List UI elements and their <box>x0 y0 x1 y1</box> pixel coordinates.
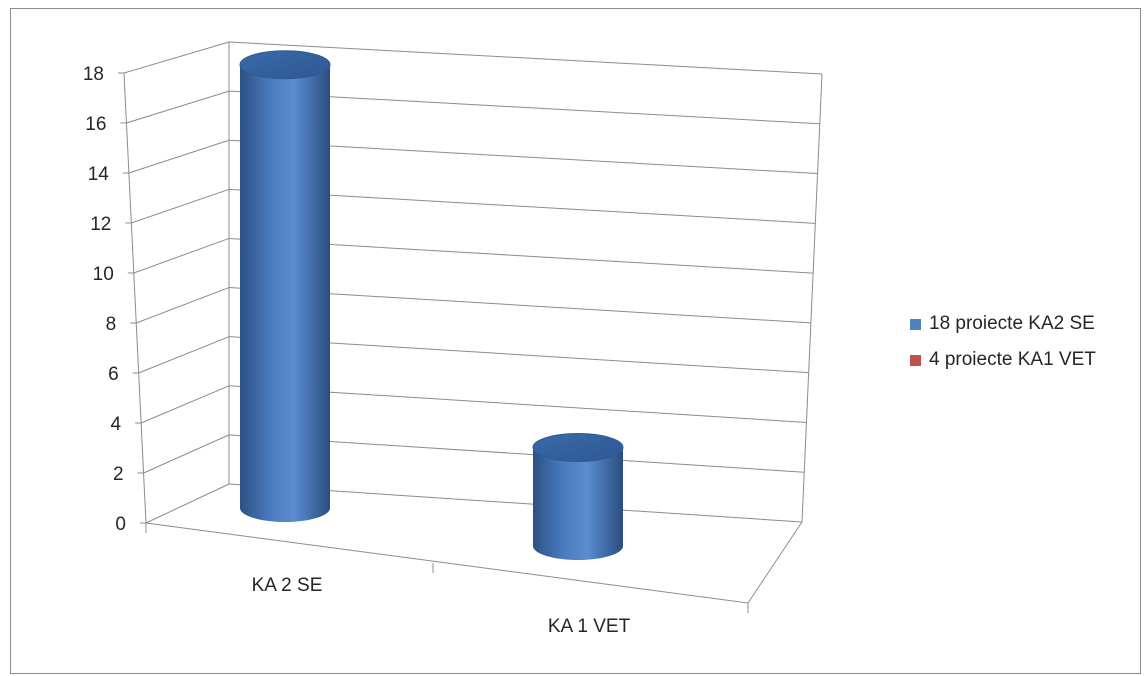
y-tick-label: 2 <box>113 464 124 485</box>
back-gridline <box>228 41 823 75</box>
y-tick-label: 4 <box>111 414 122 435</box>
side-gridline <box>123 41 230 74</box>
x-category-label: KA 2 SE <box>252 575 323 596</box>
chart-frame <box>10 8 1141 674</box>
legend-swatch-1 <box>910 318 921 330</box>
side-gridline <box>133 237 230 274</box>
y-tick-label: 6 <box>108 364 119 385</box>
y-tick-label: 12 <box>90 214 111 235</box>
x-category-label: KA 1 VET <box>548 616 631 637</box>
back-right-edge <box>801 73 823 523</box>
side-gridline <box>126 90 230 124</box>
y-tick-label: 0 <box>115 514 126 535</box>
y-tick-label: 16 <box>85 114 106 135</box>
legend: 18 proiecte KA2 SE 4 proiecte KA1 VET <box>910 306 1096 378</box>
y-tick-label: 14 <box>88 164 110 185</box>
side-gridline <box>138 336 230 374</box>
side-gridline <box>140 385 230 424</box>
y-axis-line <box>123 72 147 524</box>
x-axis-floor <box>145 521 803 604</box>
bar <box>533 447 623 560</box>
legend-item-1: 18 proiecte KA2 SE <box>910 306 1096 342</box>
legend-label-1: 18 proiecte KA2 SE <box>929 313 1095 334</box>
side-gridline <box>143 434 230 474</box>
y-tick-label: 8 <box>106 314 117 335</box>
side-gridline <box>136 287 230 324</box>
legend-swatch-2 <box>910 354 921 366</box>
bar-top <box>532 433 624 462</box>
legend-label-2: 4 proiecte KA1 VET <box>929 349 1096 370</box>
side-gridline <box>128 139 230 174</box>
side-gridline <box>131 188 230 224</box>
side-gridline <box>145 483 230 524</box>
legend-item-2: 4 proiecte KA1 VET <box>910 342 1096 378</box>
y-tick-label: 10 <box>93 264 114 285</box>
bar-top <box>239 50 331 80</box>
y-tick-label: 18 <box>83 64 104 85</box>
bar <box>240 64 330 522</box>
